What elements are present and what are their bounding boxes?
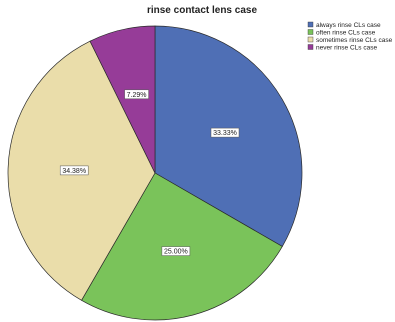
data-label-box-1 xyxy=(210,127,240,138)
data-label-text-2: 25.00% xyxy=(164,249,188,256)
pie-data-labels: 33.33% 25.00% 34.38% 7.29% xyxy=(59,89,240,256)
chart-title: rinse contact lens case xyxy=(147,5,257,16)
data-label-box-2 xyxy=(161,246,191,256)
data-label-box-3 xyxy=(59,165,89,176)
legend-label-4: never rinse CLs case xyxy=(316,45,377,52)
legend-label-1: always rinse CLs case xyxy=(316,22,381,29)
legend-swatch-4 xyxy=(307,44,314,50)
data-label-1: 33.33% xyxy=(210,127,240,138)
legend-label-2: often rinse CLs case xyxy=(316,30,376,37)
data-label-text-4: 7.29% xyxy=(127,92,147,99)
legend-swatch-3 xyxy=(307,36,314,43)
data-label-3: 34.38% xyxy=(59,165,89,176)
legend-swatch-2 xyxy=(307,29,314,35)
data-label-text-3: 34.38% xyxy=(62,168,86,175)
data-label-box-4 xyxy=(124,89,149,100)
pie-slices xyxy=(7,25,303,321)
legend-label-3: sometimes rinse CLs case xyxy=(316,37,393,44)
pie-slice-4 xyxy=(89,25,156,174)
data-label-4: 7.29% xyxy=(124,89,149,100)
data-label-2: 25.00% xyxy=(161,246,191,256)
legend-swatch-1 xyxy=(307,21,314,28)
data-label-text-1: 33.33% xyxy=(213,130,237,137)
